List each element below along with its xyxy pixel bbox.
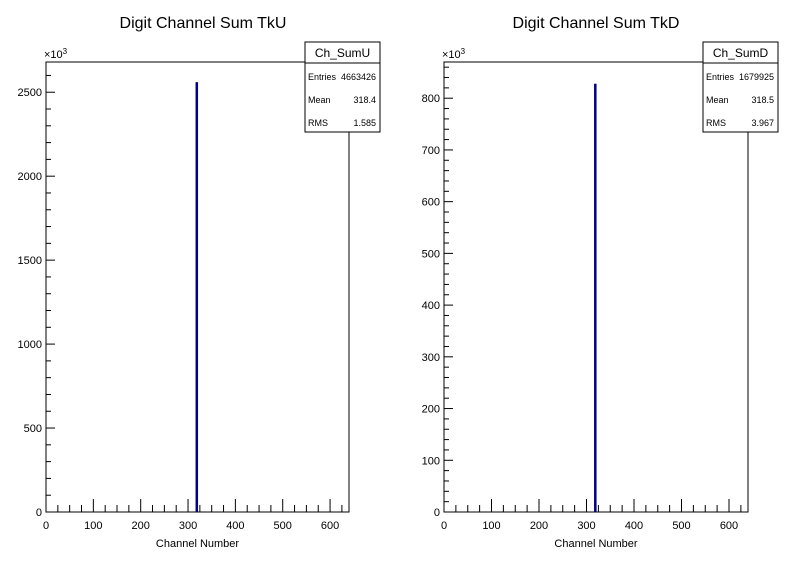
stats-row-value: 1.585 — [353, 118, 376, 128]
x-tick-label: 300 — [577, 520, 595, 532]
stats-row-value: 3.967 — [751, 118, 774, 128]
x-tick-label: 400 — [625, 520, 643, 532]
stats-row-value: 4663426 — [341, 72, 376, 82]
x-tick-label: 0 — [43, 520, 49, 532]
stats-row-label: RMS — [308, 118, 328, 128]
stats-row-value: 318.4 — [353, 95, 376, 105]
histogram-bin — [195, 82, 199, 512]
x-tick-label: 100 — [84, 520, 102, 532]
y-tick-label: 100 — [422, 455, 440, 467]
x-tick-label: 500 — [672, 520, 690, 532]
y-tick-label: 0 — [434, 507, 440, 519]
chart-2: Digit Channel Sum TkD ×103 0 100 200 300 400 50… — [422, 15, 779, 550]
stats-box-frame — [702, 41, 779, 133]
x-tick-label: 600 — [720, 520, 738, 532]
chart-title: Digit Channel Sum TkU — [120, 15, 287, 32]
y-tick-label: 0 — [36, 507, 42, 519]
stats-row-label: Entries — [706, 72, 735, 82]
x-tick-label: 500 — [274, 520, 292, 532]
stats-row-label: Entries — [308, 72, 337, 82]
y-tick-label: 400 — [422, 300, 440, 312]
x-tick-label: 200 — [132, 520, 150, 532]
y-tick-label: 500 — [422, 248, 440, 260]
stats-row-label: Mean — [706, 95, 729, 105]
x-axis-label: Channel Number — [554, 538, 637, 550]
stats-box-frame — [304, 41, 381, 133]
y-tick-label: 200 — [422, 404, 440, 416]
y-tick-label: 800 — [422, 93, 440, 105]
y-tick-label: 2000 — [18, 171, 42, 183]
y-exponent-label: ×103 — [44, 47, 68, 61]
stats-box: Ch_SumU Entries 4663426 Mean 318.4 RMS 1.585 — [304, 41, 381, 133]
y-exponent-label: ×103 — [442, 47, 466, 61]
y-tick-label: 1500 — [18, 255, 42, 267]
y-tick-label: 700 — [422, 145, 440, 157]
x-tick-label: 300 — [179, 520, 197, 532]
y-tick-label: 600 — [422, 197, 440, 209]
stats-row-value: 1679925 — [739, 72, 774, 82]
y-exponent-power: 3 — [461, 47, 466, 56]
stats-title: Ch_SumD — [713, 46, 769, 60]
y-tick-label: 300 — [422, 352, 440, 364]
x-tick-label: 200 — [530, 520, 548, 532]
stats-box: Ch_SumD Entries 1679925 Mean 318.5 RMS 3.967 — [702, 41, 779, 133]
x-tick-label: 400 — [226, 520, 244, 532]
y-tick-label: 2500 — [18, 87, 42, 99]
y-exponent-power: 3 — [63, 47, 68, 56]
y-tick-label: 500 — [24, 423, 42, 435]
chart-title: Digit Channel Sum TkD — [513, 15, 680, 32]
stats-title: Ch_SumU — [315, 46, 370, 60]
stats-row-label: Mean — [308, 95, 331, 105]
stats-row-value: 318.5 — [751, 95, 774, 105]
histogram-bin — [594, 83, 597, 513]
x-tick-label: 100 — [482, 520, 500, 532]
x-tick-label: 600 — [321, 520, 339, 532]
chart-1: Digit Channel Sum TkU×103050010001500200… — [18, 15, 381, 550]
y-tick-label: 1000 — [18, 339, 42, 351]
stats-row-label: RMS — [706, 118, 726, 128]
x-tick-label: 0 — [441, 520, 447, 532]
x-axis-label: Channel Number — [156, 538, 239, 550]
